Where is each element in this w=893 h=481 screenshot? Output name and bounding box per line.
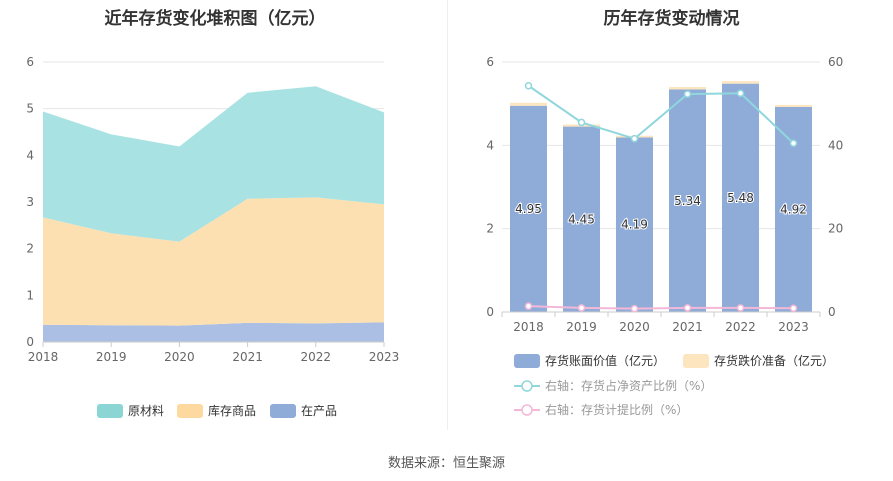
y-tick-label: 2 [26, 242, 34, 256]
line-net-assets-ratio [527, 84, 795, 144]
point-net-assets-ratio [683, 90, 692, 98]
legend-marker-net-assets-ratio [521, 380, 533, 392]
point-provision-ratio [683, 304, 692, 312]
area-series-0 [43, 322, 384, 342]
y2-tick-label: 40 [828, 138, 843, 152]
y-tick-label: 0 [26, 335, 34, 349]
legend-label-raw-materials: 原材料 [128, 404, 164, 418]
x-tick-label: 2020 [619, 320, 650, 334]
y-tick-label: 2 [486, 222, 494, 236]
legend-label-book-value: 存货账面价值（亿元） [545, 353, 665, 368]
x-tick-label: 2018 [513, 320, 544, 334]
area-series-1 [43, 197, 384, 326]
inventory-bar-chart: 4.95 4.45 4.19 5.34 5.48 4.92 0 2 4 6 0 20 40 60 20… [486, 55, 843, 417]
stacked-area-panel: 近年存货变化堆积图（亿元） 0 1 2 3 4 5 6 2018 2019 2020 2021 20… [0, 0, 430, 430]
area-series-2 [43, 86, 384, 242]
x-tick-label: 2019 [566, 320, 597, 334]
point-provision-ratio [789, 304, 798, 312]
x-tick-label: 2021 [232, 350, 263, 364]
left-chart-title: 近年存货变化堆积图（亿元） [104, 9, 326, 29]
x-tick-label: 2023 [369, 350, 400, 364]
legend-swatch-book-value [514, 354, 540, 368]
y2-tick-label: 60 [828, 55, 843, 69]
bar-book-value [563, 126, 600, 312]
y-tick-label: 1 [26, 288, 34, 302]
legend-marker-provision-ratio [521, 404, 533, 416]
point-provision-ratio [524, 302, 533, 310]
point-net-assets-ratio [577, 118, 586, 127]
legend-label-finished-goods: 库存商品 [208, 403, 256, 418]
legend-swatch-finished-goods [177, 404, 203, 418]
y2-tick-label: 20 [828, 222, 843, 236]
bar-book-value [722, 83, 759, 313]
bar-value-label: 5.34 [674, 194, 701, 208]
y-tick-label: 5 [26, 102, 34, 116]
y-tick-label: 4 [486, 138, 494, 152]
bar-value-label: 4.95 [515, 202, 542, 216]
legend-label-provision: 存货跌价准备（亿元） [714, 353, 834, 368]
stacked-area-chart: 0 1 2 3 4 5 6 2018 2019 2020 2021 2022 2023 原材料 库存商… [26, 55, 400, 418]
bar-book-value [669, 89, 706, 312]
legend-label-provision-ratio: 右轴：存货计提比例（%） [545, 402, 688, 417]
bar-value-label: 4.45 [568, 212, 595, 226]
y-tick-label: 4 [26, 148, 34, 162]
point-provision-ratio [736, 304, 745, 312]
data-source-note: 数据来源：恒生聚源 [387, 456, 505, 471]
x-tick-label: 2020 [164, 350, 195, 364]
bar-value-label: 4.92 [780, 203, 807, 217]
y-tick-label: 6 [486, 55, 494, 69]
x-tick-label: 2019 [96, 350, 127, 364]
right-chart-title: 历年存货变动情况 [603, 9, 740, 29]
x-tick-label: 2022 [725, 320, 756, 334]
bar-provision [722, 81, 759, 84]
bar-book-value [510, 105, 547, 312]
bar-provision [775, 104, 812, 107]
point-net-assets-ratio [789, 139, 798, 147]
bar-book-value [616, 137, 653, 312]
legend-label-net-assets-ratio: 右轴：存货占净资产比例（%） [545, 378, 712, 393]
bar-value-label: 5.48 [727, 191, 754, 205]
panel-divider [447, 0, 448, 430]
legend-swatch-provision [683, 354, 709, 368]
right-legend: 存货账面价值（亿元） 存货跌价准备（亿元） 右轴：存货占净资产比例（%） 右轴：… [514, 353, 834, 417]
x-tick-label: 2022 [301, 350, 332, 364]
y-tick-label: 6 [26, 55, 34, 69]
point-net-assets-ratio [524, 82, 533, 90]
bar-provision [510, 102, 547, 106]
bar-value-label: 4.19 [621, 218, 648, 232]
bar-provision [669, 87, 706, 90]
point-net-assets-ratio [736, 89, 745, 97]
point-provision-ratio [630, 304, 639, 313]
x-tick-label: 2023 [778, 320, 809, 334]
y2-tick-label: 0 [828, 305, 836, 319]
x-tick-label: 2018 [28, 350, 59, 364]
inventory-bar-panel: 历年存货变动情况 4.95 4.45 4.19 5.34 5.48 4.92 0 2 4 6 0… [450, 0, 893, 430]
point-provision-ratio [577, 304, 586, 312]
line-provision-ratio [528, 305, 794, 310]
y-tick-label: 3 [26, 195, 34, 209]
point-net-assets-ratio [630, 134, 639, 143]
left-legend: 原材料 库存商品 在产品 [97, 403, 337, 418]
y-tick-label: 0 [486, 305, 494, 319]
legend-swatch-work-in-progress [270, 404, 296, 418]
legend-swatch-raw-materials [97, 404, 123, 418]
legend-label-work-in-progress: 在产品 [301, 404, 337, 418]
x-tick-label: 2021 [672, 320, 703, 334]
